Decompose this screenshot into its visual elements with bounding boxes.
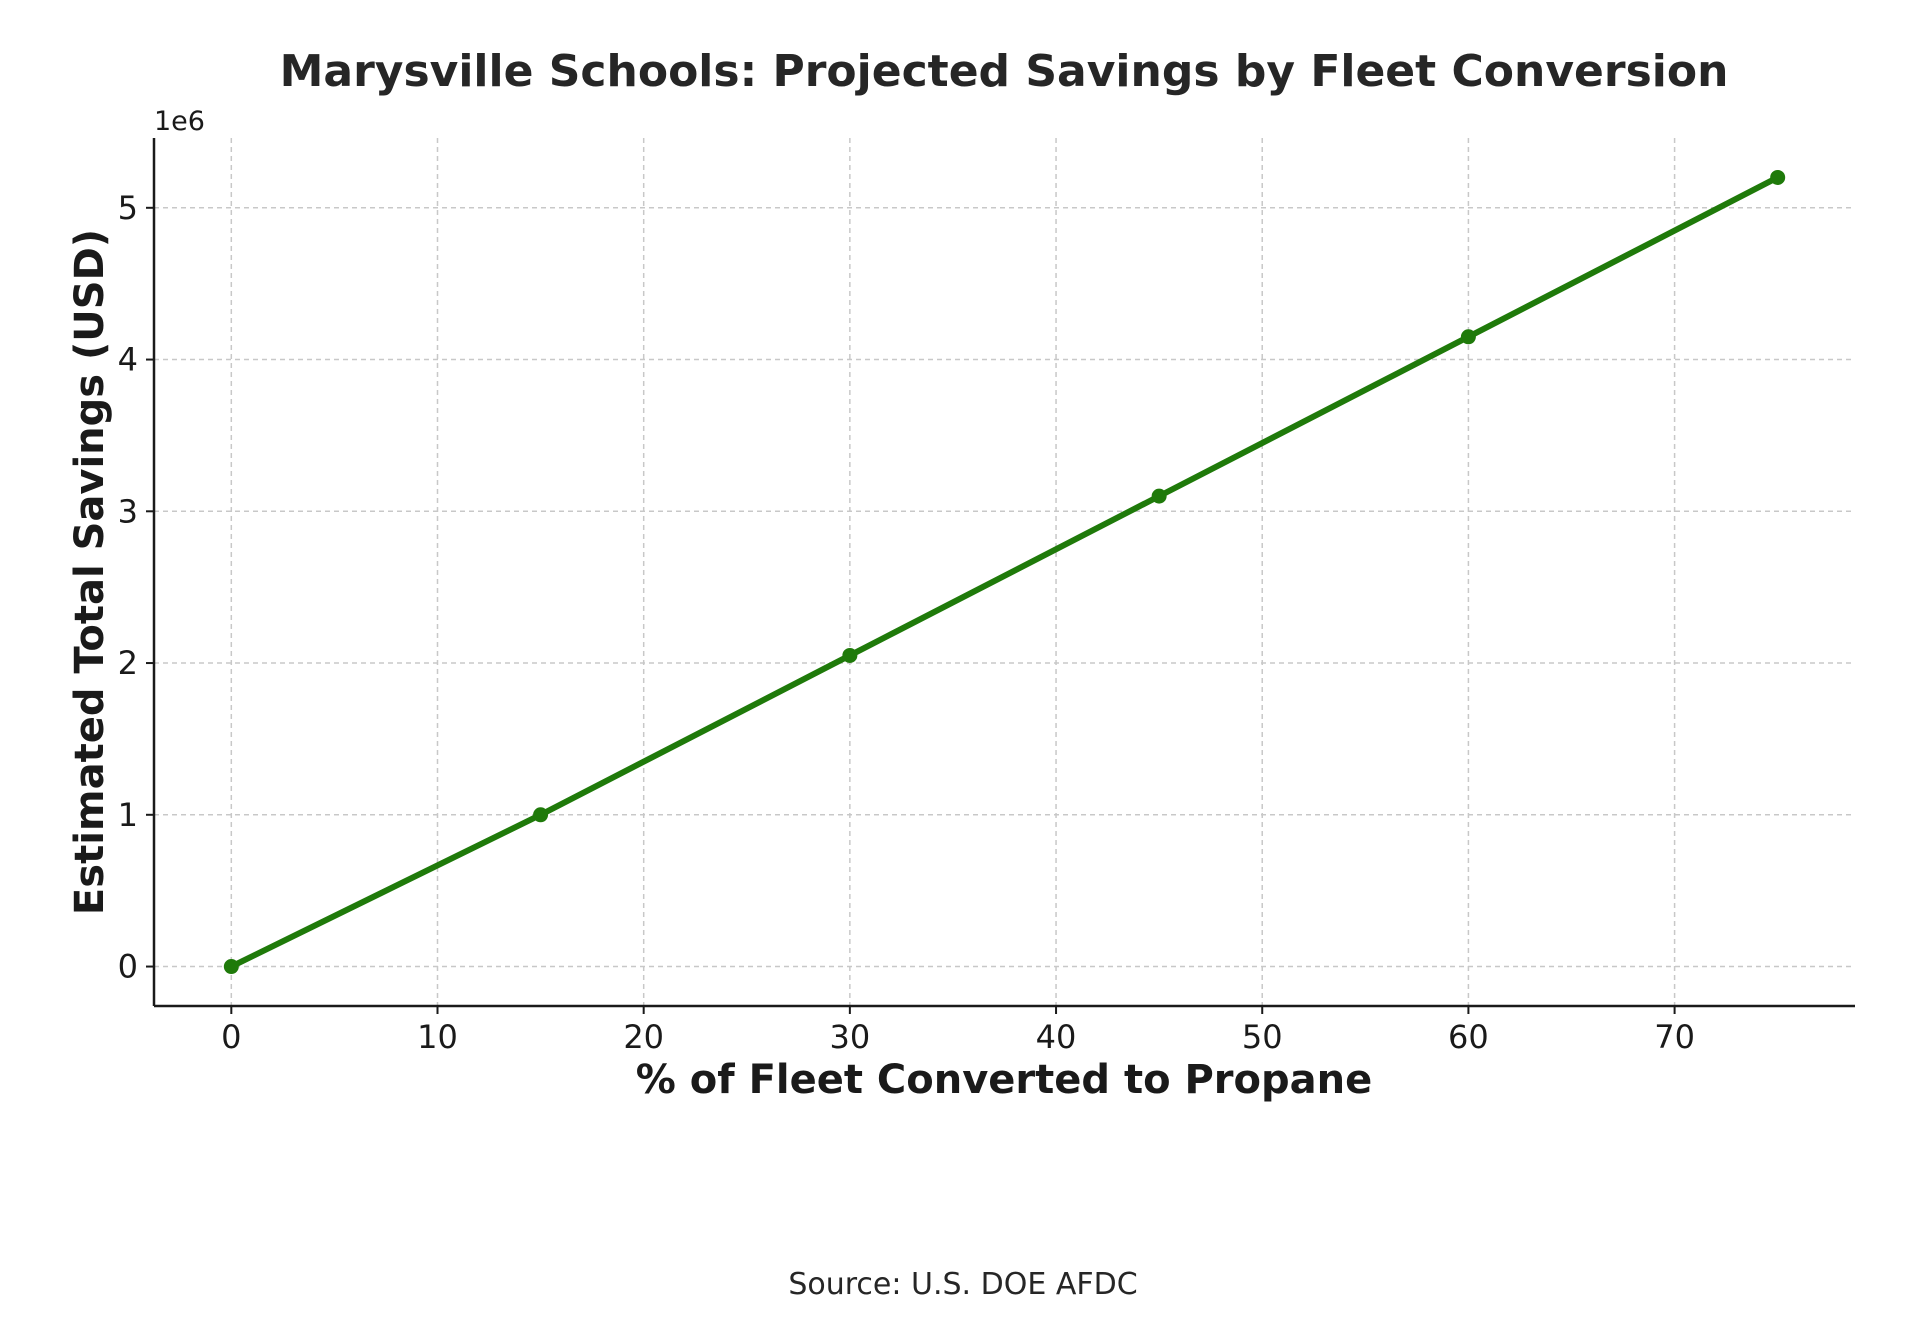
y-ticks: 0 1 2 3 4 5 [118,189,154,986]
data-point [842,647,858,663]
x-tick-label: 20 [623,1018,664,1056]
chart-title: Marysville Schools: Projected Savings by… [280,46,1729,97]
x-tick-label: 40 [1036,1018,1077,1056]
x-tick-label: 10 [417,1018,458,1056]
series-layer [223,169,1786,975]
data-point [533,807,549,823]
data-point [1770,169,1786,185]
y-offset-label: 1e6 [154,106,205,137]
y-tick-label: 3 [118,492,138,530]
series-line [228,174,1781,970]
x-tick-label: 70 [1654,1018,1695,1056]
x-tick-label: 60 [1448,1018,1489,1056]
x-axis-label: % of Fleet Converted to Propane [636,1057,1372,1103]
data-point [1151,488,1167,504]
x-ticks: 0 10 20 30 40 50 60 70 [221,1006,1695,1056]
x-tick-label: 30 [830,1018,871,1056]
x-tick-label: 50 [1242,1018,1283,1056]
y-tick-label: 4 [118,341,138,379]
y-tick-label: 1 [118,796,138,834]
y-axis-label: Estimated Total Savings (USD) [67,229,113,915]
grid [154,138,1855,1006]
y-tick-label: 5 [118,189,138,227]
data-point [223,959,239,975]
y-tick-label: 2 [118,644,138,682]
y-tick-label: 0 [118,948,138,986]
x-tick-label: 0 [221,1018,241,1056]
data-point [1460,329,1476,345]
source-note: Source: U.S. DOE AFDC [788,1267,1137,1302]
